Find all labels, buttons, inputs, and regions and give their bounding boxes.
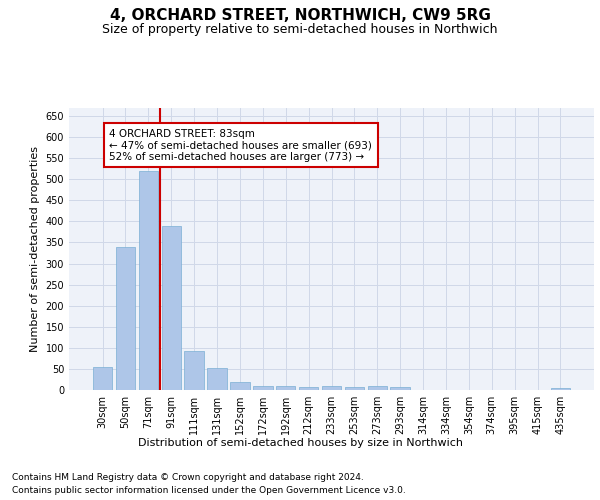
Bar — [551, 388, 570, 390]
Text: Distribution of semi-detached houses by size in Northwich: Distribution of semi-detached houses by … — [137, 438, 463, 448]
Text: Size of property relative to semi-detached houses in Northwich: Size of property relative to semi-detach… — [102, 22, 498, 36]
Bar — [116, 246, 135, 390]
Bar — [322, 386, 341, 390]
Bar — [208, 368, 227, 390]
Text: Contains HM Land Registry data © Crown copyright and database right 2024.: Contains HM Land Registry data © Crown c… — [12, 472, 364, 482]
Bar — [253, 386, 272, 390]
Bar — [161, 226, 181, 390]
Bar — [93, 367, 112, 390]
Text: 4 ORCHARD STREET: 83sqm
← 47% of semi-detached houses are smaller (693)
52% of s: 4 ORCHARD STREET: 83sqm ← 47% of semi-de… — [109, 128, 373, 162]
Bar — [230, 382, 250, 390]
Bar — [344, 386, 364, 390]
Text: 4, ORCHARD STREET, NORTHWICH, CW9 5RG: 4, ORCHARD STREET, NORTHWICH, CW9 5RG — [110, 8, 490, 22]
Bar — [184, 351, 204, 390]
Bar — [139, 170, 158, 390]
Bar — [368, 386, 387, 390]
Bar — [299, 386, 319, 390]
Y-axis label: Number of semi-detached properties: Number of semi-detached properties — [30, 146, 40, 352]
Bar — [391, 386, 410, 390]
Text: Contains public sector information licensed under the Open Government Licence v3: Contains public sector information licen… — [12, 486, 406, 495]
Bar — [276, 386, 295, 390]
